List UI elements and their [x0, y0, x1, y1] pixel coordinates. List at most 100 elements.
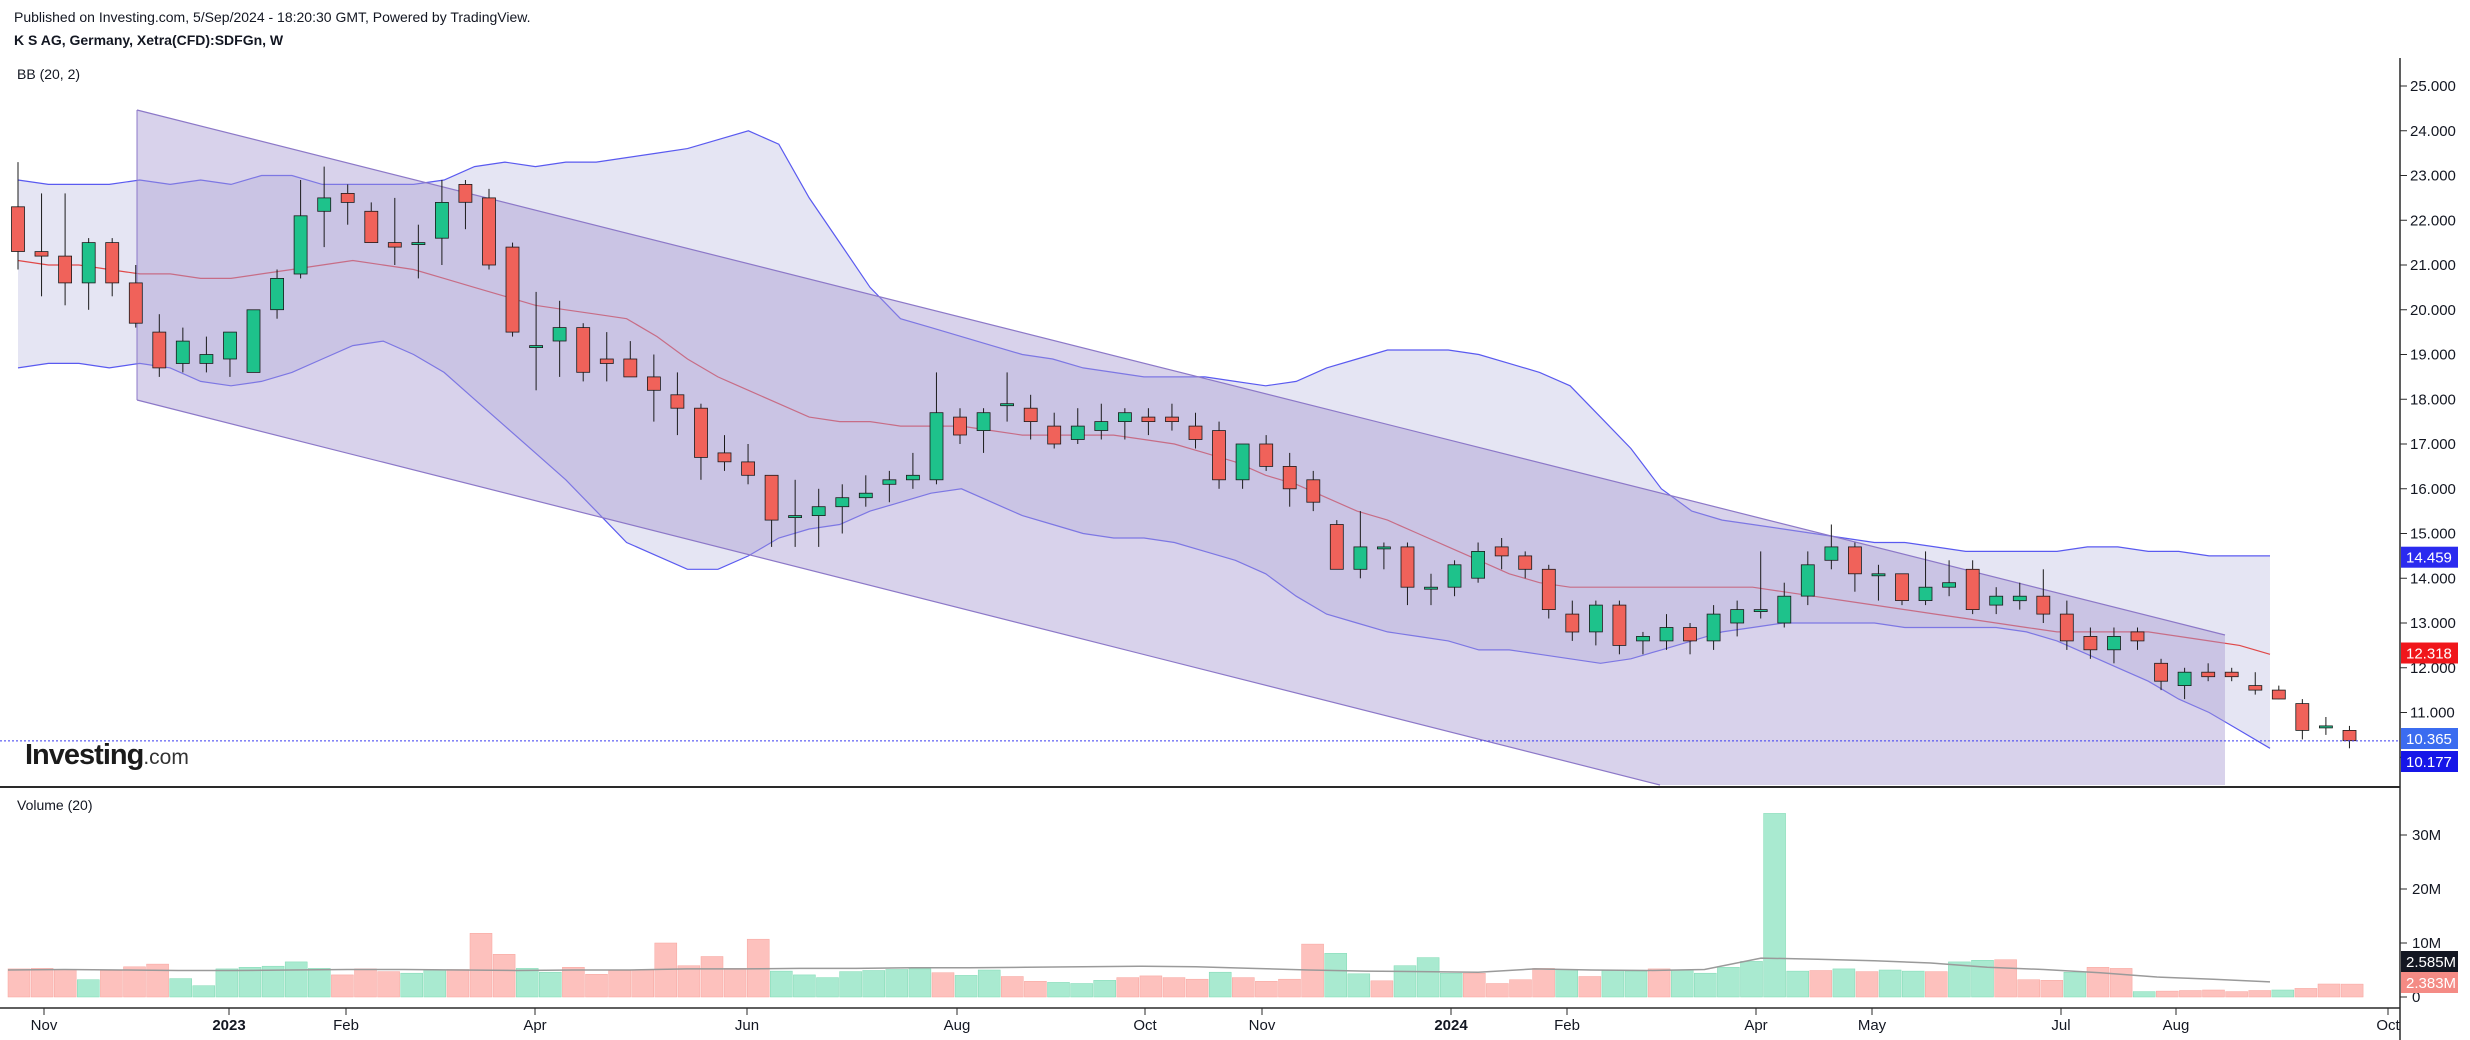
volume-bar — [446, 969, 470, 998]
volume-bar — [1070, 983, 1093, 998]
candle-body — [576, 327, 591, 373]
price-axis-label: 12.000 — [2410, 660, 2456, 677]
volume-bar — [123, 966, 146, 998]
volume-bar — [2340, 983, 2364, 998]
candle-body — [1212, 430, 1226, 481]
price-badge — [2401, 751, 2458, 772]
candle-body — [1518, 555, 1533, 570]
price-axis-label: 25.000 — [2410, 78, 2456, 95]
candle-body — [1848, 546, 1862, 575]
volume-bar — [1994, 959, 2017, 998]
volume-bar — [1024, 981, 1047, 998]
volume-bar — [1832, 968, 1856, 998]
volume-bar — [2225, 991, 2248, 998]
volume-bar — [215, 968, 239, 998]
volume-bar — [1624, 970, 1648, 998]
candle-body — [882, 479, 897, 485]
volume-bar — [1647, 968, 1671, 998]
candle-body — [1589, 604, 1603, 633]
candle-body — [1730, 609, 1745, 624]
candle-body — [764, 474, 779, 521]
volume-bar — [7, 968, 31, 998]
bollinger-indicator-label[interactable]: BB (20, 2) — [17, 66, 81, 82]
volume-bar — [2271, 989, 2295, 998]
volume-bar — [723, 968, 747, 998]
volume-bar — [1740, 961, 1763, 998]
candle-body — [1494, 546, 1509, 557]
candle-body — [2036, 595, 2051, 615]
volume-bar — [1416, 957, 1440, 998]
volume-bar — [2248, 990, 2271, 998]
volume-bar — [1971, 960, 1994, 998]
candle-body — [1070, 425, 1085, 440]
volume-bar — [562, 967, 585, 998]
candle-body — [1659, 627, 1674, 642]
published-info: Published on Investing.com, 5/Sep/2024 -… — [14, 9, 531, 25]
volume-bar — [284, 961, 308, 998]
volume-bar — [908, 968, 932, 998]
volume-bar — [469, 933, 493, 998]
candle-body — [128, 282, 143, 324]
volume-bar — [192, 985, 216, 998]
volume-bar — [1670, 969, 1694, 998]
volume-bar — [423, 969, 447, 998]
volume-bar — [1578, 976, 1602, 998]
candle-body — [199, 354, 214, 364]
time-axis-label: 2024 — [1434, 1017, 1468, 1034]
volume-ma-line — [7, 957, 2271, 983]
volume-bar — [1763, 813, 1786, 998]
volume-bar — [515, 968, 539, 998]
logo-brand: Investing — [25, 739, 144, 771]
time-axis-label: 2023 — [212, 1017, 245, 1034]
price-channel-layer — [136, 109, 2226, 786]
volume-bar — [1439, 972, 1463, 998]
channel-lower-line — [136, 399, 1661, 786]
volume-bar — [2109, 968, 2133, 998]
volume-bar — [2202, 989, 2225, 998]
volume-bar — [793, 974, 816, 998]
candle-body — [1259, 443, 1274, 467]
volume-bar — [1116, 977, 1140, 998]
candle-body — [11, 206, 25, 252]
candle-body — [529, 345, 543, 349]
candle-body — [1353, 546, 1368, 570]
volume-bar — [238, 967, 262, 998]
volume-bar — [169, 978, 192, 998]
volume-bar — [816, 977, 839, 998]
candle-body — [1000, 403, 1014, 407]
volume-bar — [931, 972, 955, 998]
volume-bar — [53, 969, 77, 998]
candle-body — [1235, 443, 1250, 481]
candle-body — [1612, 604, 1627, 646]
volume-bar — [1878, 969, 1902, 998]
time-axis-label: Aug — [944, 1017, 971, 1034]
price-badge — [2401, 546, 2458, 568]
volume-bar — [1809, 970, 1833, 998]
candle-body — [175, 340, 190, 364]
candle-body — [1541, 568, 1556, 610]
candle-body — [1753, 609, 1768, 612]
price-axis-label: 21.000 — [2410, 257, 2456, 274]
volume-bar — [2017, 979, 2040, 998]
volume-bar — [1208, 971, 1232, 998]
candle-body — [364, 210, 379, 244]
volume-bar — [1694, 972, 1717, 998]
candle-body — [105, 242, 120, 284]
volume-bar — [1232, 977, 1255, 998]
volume-bar — [30, 968, 54, 998]
candle-body — [223, 331, 237, 360]
candle-body — [1683, 627, 1697, 642]
price-badge-label: 10.365 — [2406, 731, 2452, 748]
candle-body — [2154, 662, 2169, 682]
candle-body — [1565, 613, 1580, 633]
symbol-title: K S AG, Germany, Xetra(CFD):SDFGn, W — [14, 32, 284, 48]
time-axis-label: May — [1858, 1017, 1887, 1034]
volume-indicator-label[interactable]: Volume (20) — [17, 797, 93, 813]
bollinger-middle-line — [17, 259, 2271, 655]
time-axis-label: Oct — [1133, 1017, 1157, 1034]
candle-body — [2224, 671, 2239, 678]
candle-body — [2107, 636, 2121, 651]
candle-body — [717, 452, 732, 463]
candle-body — [2318, 725, 2333, 729]
price-badge-label: 10.177 — [2406, 754, 2452, 771]
